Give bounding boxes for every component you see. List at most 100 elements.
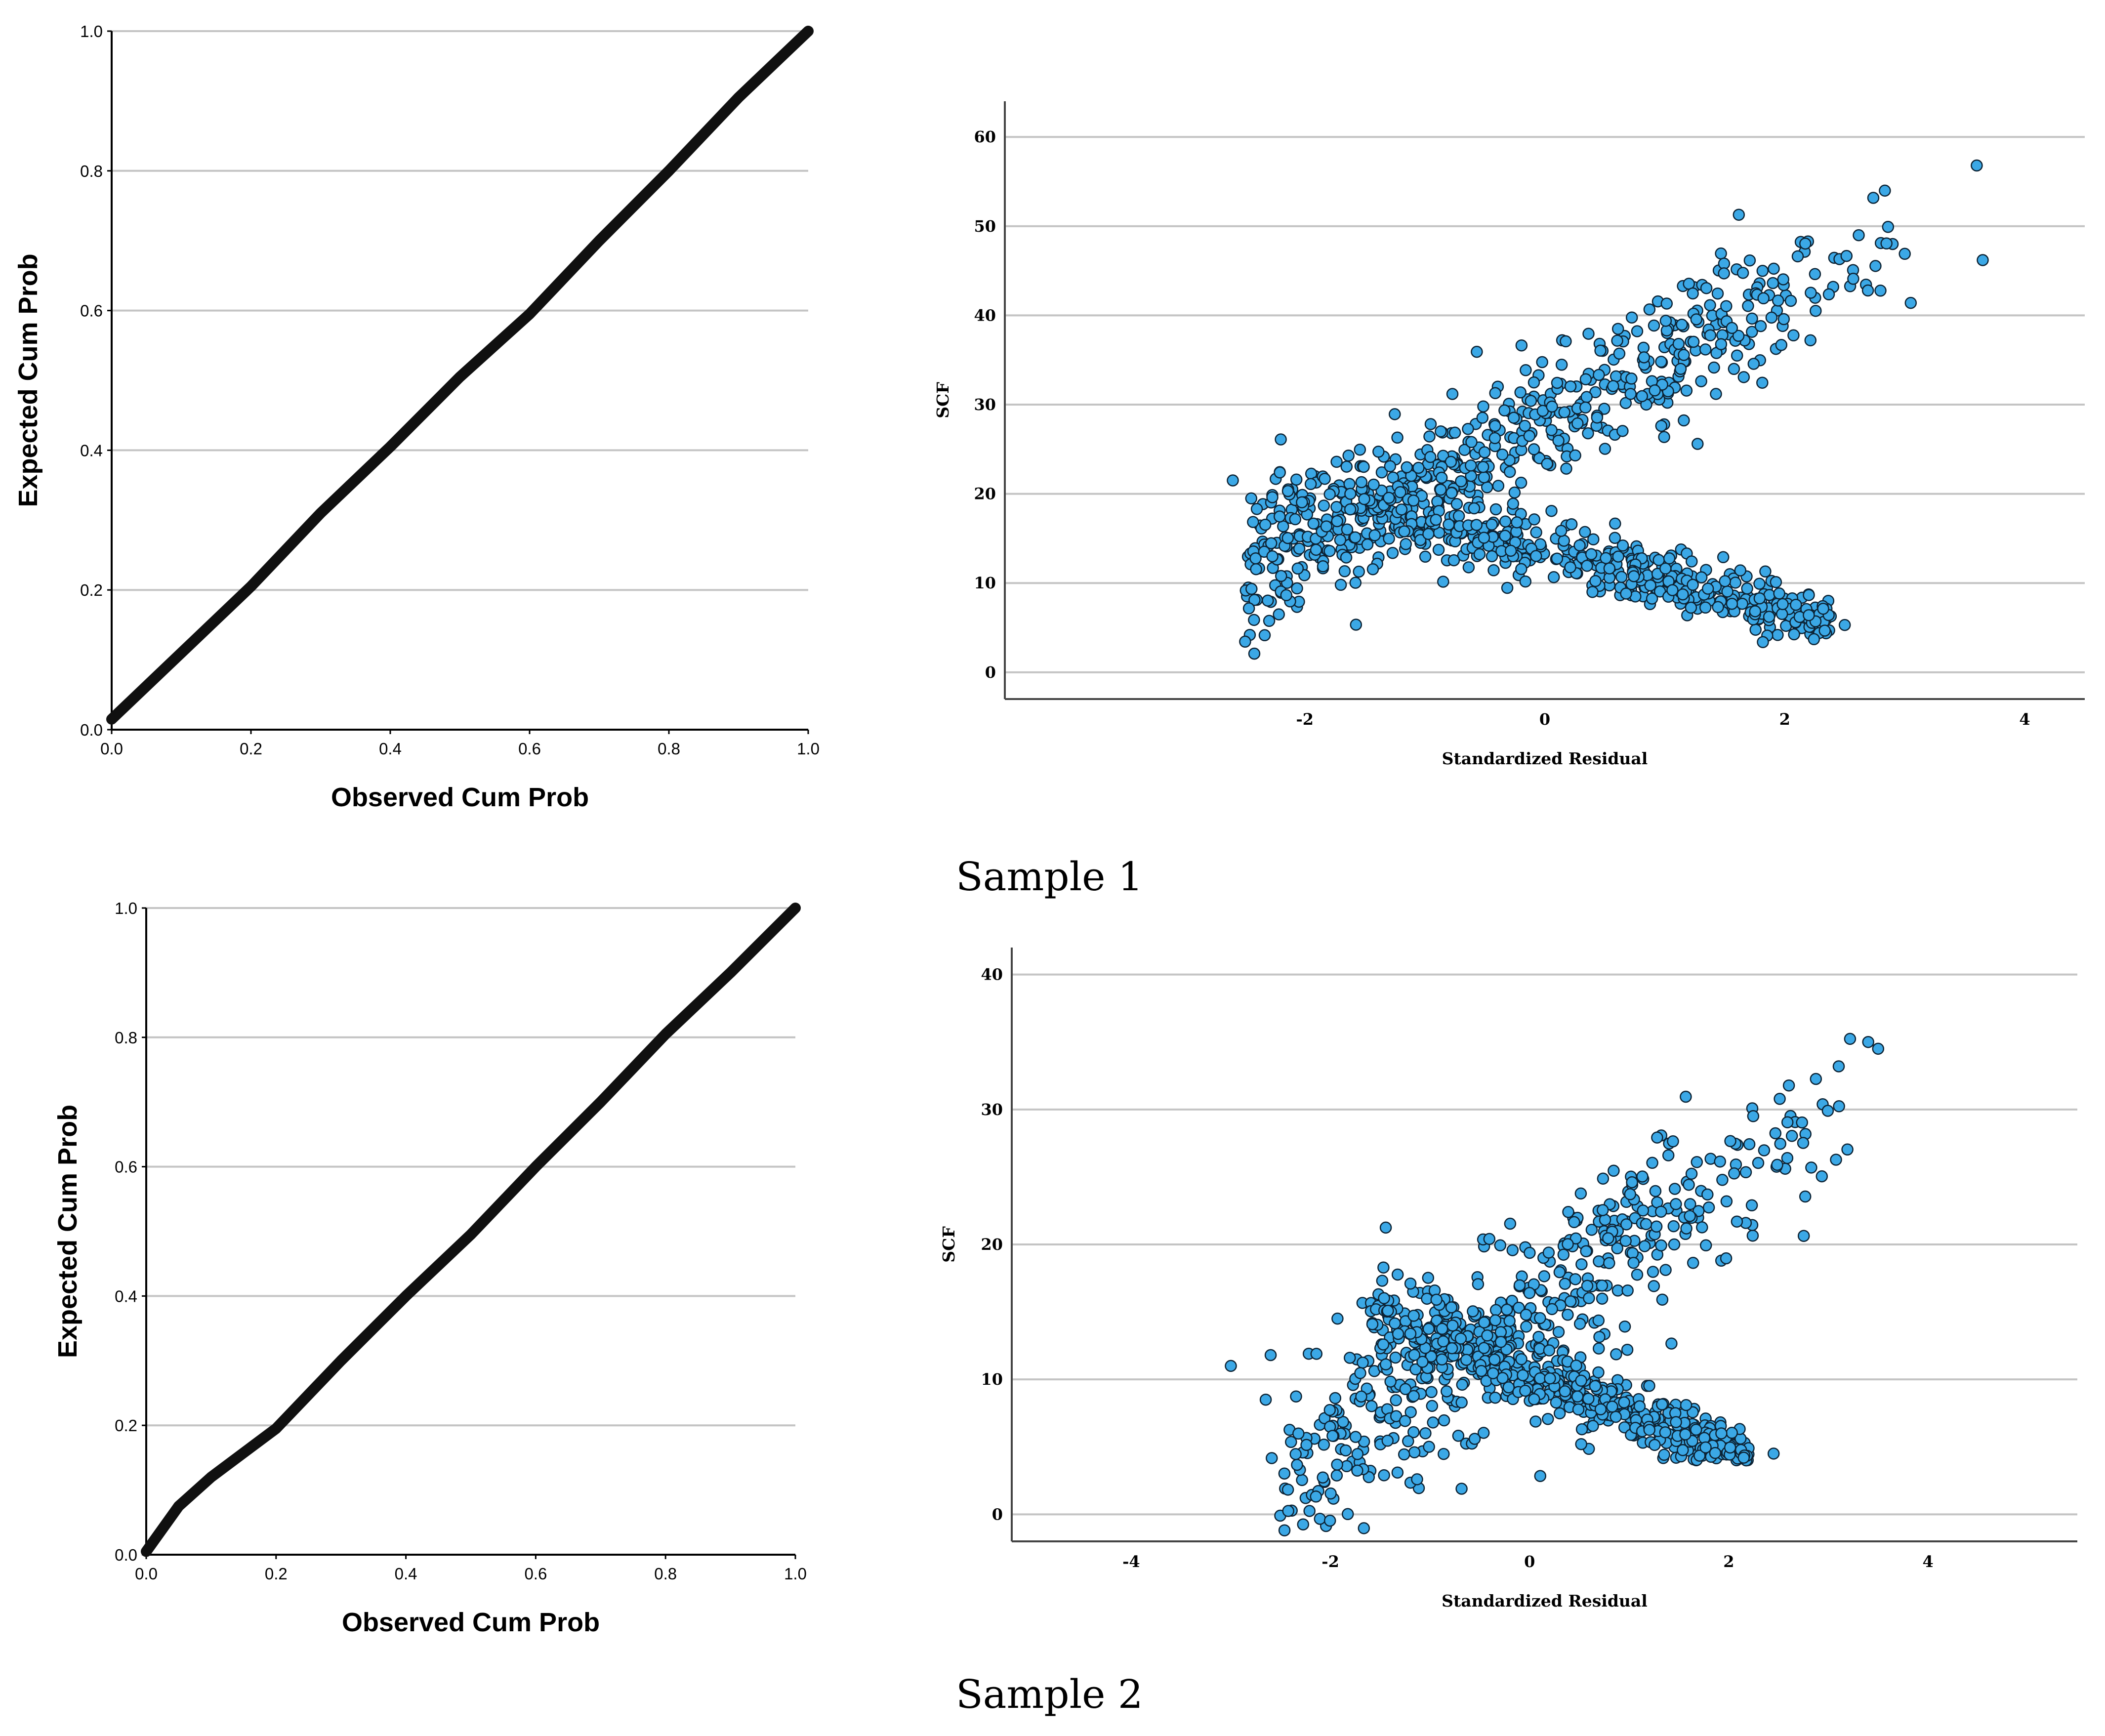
scatter-point [1462,423,1474,435]
scatter-point [1796,1116,1808,1129]
y-tick-label: 0.6 [80,302,103,320]
scatter-point [1596,1280,1609,1292]
scatter-point [1476,412,1489,424]
scatter-point [1438,1447,1450,1460]
scatter-point [1339,1444,1352,1457]
scatter-point [1486,518,1498,531]
scatter-point [1720,1252,1733,1265]
scatter-point [1699,1441,1712,1454]
scatter-point [1367,478,1380,491]
x-axis-title: Standardized Residual [1442,1591,1648,1611]
caption-sample-2: Sample 2 [956,1671,1143,1717]
scatter-point [1368,529,1381,541]
scatter-point [1247,516,1259,528]
scatter-point [1704,299,1716,312]
y-tick-label: 0.0 [115,1546,137,1564]
scatter-point [1621,1284,1634,1297]
scatter-point [1575,1423,1588,1436]
x-tick-label: -2 [1321,1552,1339,1571]
scatter-point [1555,525,1568,537]
scatter-point [1582,328,1595,340]
scatter-point [1616,539,1629,552]
scatter-point [1861,284,1874,297]
scatter-point [1341,523,1354,536]
y-tick-label: 0.8 [80,162,103,180]
scatter-point [1745,1199,1758,1212]
x-tick-label: -4 [1122,1552,1140,1571]
scatter-point [1528,1393,1540,1405]
scatter-point [1514,386,1527,399]
scatter-point [1977,254,1989,266]
scatter-point [1756,265,1769,277]
scatter-point [1338,565,1351,578]
scatter-point [1701,1188,1714,1201]
scatter-point [1558,535,1570,547]
scatter-point [1458,444,1471,456]
scatter-point [1785,1130,1798,1142]
scatter-point [1353,565,1365,578]
y-tick-label: 30 [981,1100,1003,1119]
scatter-point [1381,1435,1394,1447]
scatter-point [1541,457,1553,470]
scatter-point [1376,1275,1389,1287]
scatter-point [1282,1505,1294,1517]
scatter-point [1344,503,1357,516]
scatter-point [1543,1344,1556,1357]
scatter-point [1473,548,1486,561]
scatter-point [1596,1292,1609,1305]
scatter-point [1680,1399,1692,1411]
scatter-point [1239,635,1251,648]
x-axis-title: Observed Cum Prob [342,1608,600,1637]
y-axis-title: Expected Cum Prob [13,253,43,507]
scatter-point [1676,318,1688,331]
scatter-point [1462,561,1475,574]
scatter-point [1365,1400,1378,1412]
x-tick-label: 0.6 [524,1565,547,1583]
scatter-point [1569,1273,1582,1285]
scatter-point [1655,419,1668,432]
scatter-point [1489,1314,1502,1326]
scatter-point [1441,1385,1453,1398]
scatter-point [1799,237,1812,250]
scatter-point [1581,1280,1594,1292]
scatter-point [1608,1164,1620,1177]
scatter-point [1258,629,1271,642]
y-tick-label: 1.0 [80,22,103,41]
scatter-point [1334,579,1347,591]
scatter-point [1593,369,1605,381]
scatter-point [1330,455,1343,468]
scatter-point [1747,1110,1760,1122]
scatter-point [1736,597,1748,610]
scatter-point [1326,1430,1339,1442]
scatter-point [1317,1471,1329,1484]
scatter-point [1560,462,1572,475]
scatter-point [1592,1366,1605,1379]
scatter-point [1262,594,1274,607]
x-tick-label: 0.0 [100,740,123,758]
scatter-point [1318,499,1330,512]
scatter-point [1797,1137,1810,1149]
scatter-point [1498,404,1511,417]
scatter-point [1280,589,1293,602]
scatter-point [1602,1232,1614,1244]
scatter-point [1680,1222,1692,1235]
scatter-point [1618,1396,1630,1408]
scatter-point [1822,288,1835,301]
scatter-point [1351,1464,1363,1477]
scatter-point [1242,602,1255,615]
scatter-point [1782,1079,1795,1092]
scatter-point [1430,513,1442,526]
scatter-point [1435,471,1448,484]
scatter-point [1741,582,1753,595]
scatter-point [1519,1384,1531,1397]
scatter-point [1841,1143,1854,1156]
scatter-point [1575,1258,1588,1271]
scatter-point [1275,433,1287,446]
scatter-point [1455,475,1467,488]
scatter-point [1774,1137,1786,1150]
scatter-point [1515,339,1528,352]
scatter-point [1574,1187,1587,1200]
scatter-point [1667,1135,1679,1148]
scatter-point [1904,296,1917,309]
scatter-point [1289,1448,1302,1460]
